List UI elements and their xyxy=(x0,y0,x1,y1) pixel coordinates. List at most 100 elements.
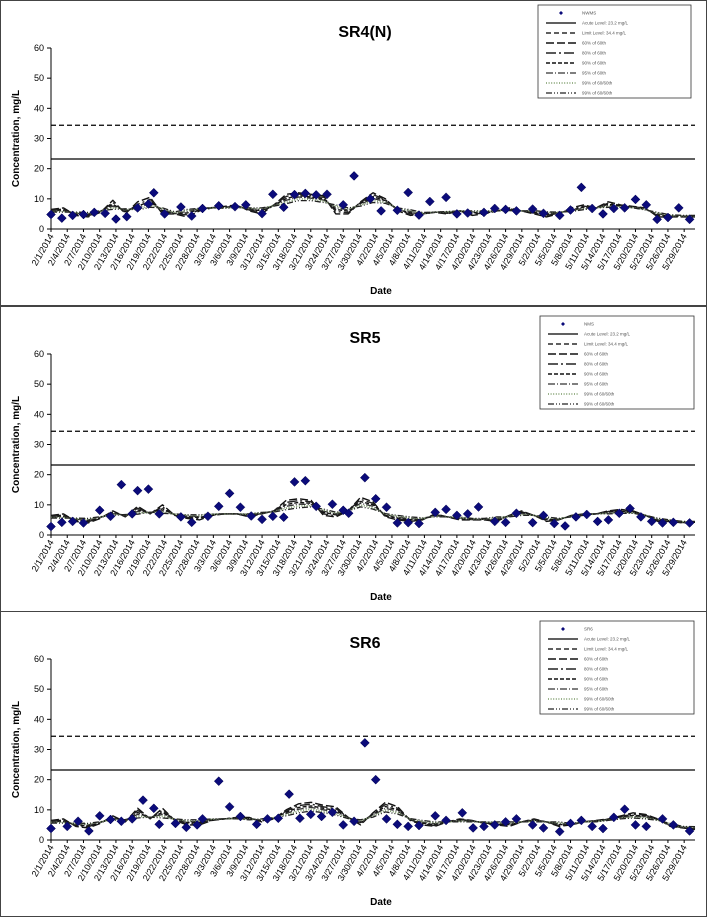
scatter-point xyxy=(668,517,679,528)
scatter-point xyxy=(181,822,192,833)
scatter-point xyxy=(414,820,424,831)
scatter-point xyxy=(235,811,246,822)
scatter-point xyxy=(549,518,560,529)
scatter-point xyxy=(186,517,197,528)
scatter-point xyxy=(646,516,657,527)
scatter-point xyxy=(554,210,565,221)
scatter-point xyxy=(619,203,630,213)
scatter-point xyxy=(560,521,570,531)
scatter-point xyxy=(630,194,641,205)
x-axis-label: Date xyxy=(370,286,392,297)
scatter-point xyxy=(138,795,148,806)
x-axis-label: Date xyxy=(370,592,392,603)
scatter-point xyxy=(657,814,668,824)
legend-label: 95% of 60th xyxy=(584,382,609,387)
scatter-point xyxy=(403,187,414,198)
scatter-point xyxy=(46,521,56,532)
y-tick-label: 50 xyxy=(34,73,44,83)
scatter-point xyxy=(663,212,673,223)
scatter-point xyxy=(154,509,165,519)
scatter-point xyxy=(684,826,695,836)
y-tick-label: 10 xyxy=(34,500,44,510)
y-tick-label: 40 xyxy=(34,409,44,419)
legend-label: 90% of 60th xyxy=(584,372,609,377)
legend-label: 80% of 60th xyxy=(584,667,609,672)
y-tick-label: 60 xyxy=(34,349,44,359)
scatter-point xyxy=(614,508,625,519)
scatter-point xyxy=(441,504,451,515)
scatter-point xyxy=(132,485,143,496)
scatter-point xyxy=(462,509,473,519)
series-line-4 xyxy=(51,806,696,829)
chart-svg: SR4(N)01020304050602/1/20142/4/20142/7/2… xyxy=(11,4,695,297)
scatter-point xyxy=(479,207,489,218)
legend-label: 90% of 60th xyxy=(584,677,609,682)
series-line-2 xyxy=(50,193,695,218)
scatter-point xyxy=(268,189,278,200)
scatter-point xyxy=(457,807,468,818)
scatter-point xyxy=(414,518,424,529)
legend-label: 60% of 60th xyxy=(584,352,609,357)
scatter-point xyxy=(278,202,289,213)
scatter-point xyxy=(381,814,392,824)
scatter-point xyxy=(111,214,121,224)
scatter-point xyxy=(203,511,213,522)
scatter-point xyxy=(641,200,652,210)
legend-label: Acute Level: 23.2 mg/L xyxy=(582,21,629,26)
scatter-point xyxy=(636,512,646,522)
scatter-point xyxy=(127,814,138,824)
scatter-point xyxy=(511,814,522,824)
scatter-point xyxy=(538,510,549,521)
scatter-point xyxy=(452,510,462,521)
scatter-point xyxy=(668,820,679,830)
scatter-point xyxy=(176,202,186,212)
scatter-point xyxy=(473,502,484,512)
scatter-point xyxy=(527,820,538,830)
scatter-point xyxy=(500,204,511,215)
scatter-point xyxy=(295,813,305,824)
scatter-point xyxy=(148,803,159,814)
scatter-point xyxy=(441,192,451,203)
scatter-point xyxy=(392,819,403,830)
legend-label: 95% of 60th xyxy=(582,71,607,76)
y-tick-label: 10 xyxy=(34,194,44,204)
scatter-point xyxy=(170,818,181,829)
legend-label: 90% of 60th xyxy=(582,61,607,66)
y-tick-label: 20 xyxy=(34,470,44,480)
legend-label: 95% of 60th xyxy=(584,687,609,692)
scatter-point xyxy=(430,507,441,518)
legend-label: Acute Level: 23.2 mg/L xyxy=(584,332,631,337)
scatter-point xyxy=(565,818,576,829)
scatter-point xyxy=(349,171,359,181)
scatter-point xyxy=(327,499,338,510)
scatter-point xyxy=(327,807,338,818)
y-tick-label: 0 xyxy=(39,224,44,234)
scatter-point xyxy=(116,479,127,490)
scatter-point xyxy=(598,823,608,834)
legend-label: 99% of 60/60th xyxy=(584,707,615,712)
scatter-point xyxy=(392,518,403,528)
scatter-point xyxy=(392,205,403,216)
scatter-point xyxy=(571,512,581,522)
legend-label: 60% of 60th xyxy=(584,657,609,662)
y-tick-label: 40 xyxy=(34,103,44,113)
scatter-point xyxy=(657,518,668,528)
y-tick-label: 10 xyxy=(34,805,44,815)
series-line-3 xyxy=(50,805,696,829)
scatter-point xyxy=(278,512,289,523)
chart-svg: SR601020304050602/1/20142/4/20142/7/2014… xyxy=(11,620,696,908)
scatter-point xyxy=(148,187,159,198)
scatter-point xyxy=(360,738,370,748)
scatter-point xyxy=(316,811,327,822)
y-tick-label: 0 xyxy=(39,835,44,845)
series-line-1 xyxy=(50,801,696,831)
scatter-point xyxy=(554,826,565,837)
scatter-point xyxy=(94,505,105,516)
scatter-point xyxy=(105,814,116,825)
scatter-point xyxy=(511,206,522,216)
scatter-point xyxy=(78,209,89,220)
scatter-point xyxy=(565,205,576,215)
series-line-6 xyxy=(51,199,695,217)
scatter-point xyxy=(121,211,132,222)
chart-panel-sr5: SR5 0 10 20 30 40 50 60 2/1/2014 2/4/2014 2/7/2014… xyxy=(0,306,707,612)
